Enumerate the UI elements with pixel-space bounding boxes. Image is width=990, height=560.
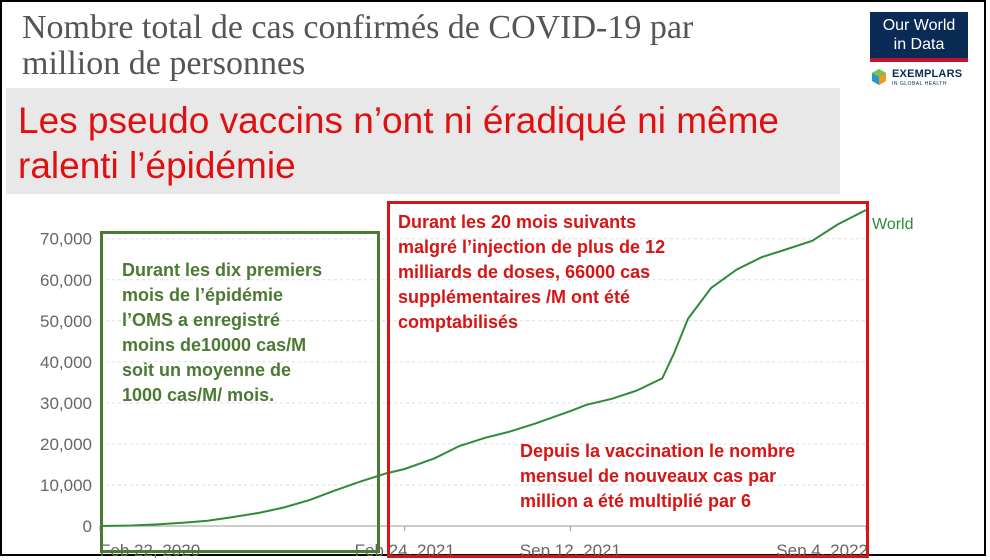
x-tick-label: Sep 12, 2021 xyxy=(520,541,621,558)
x-tick-label: Feb 22, 2020 xyxy=(100,541,200,558)
chart-title: Nombre total de cas confirmés de COVID-1… xyxy=(22,9,694,82)
y-tick-label: 30,000 xyxy=(40,394,92,413)
exemplars-subtitle: IN GLOBAL HEALTH xyxy=(892,81,947,87)
headline-text: Les pseudo vaccins n’ont ni éradiqué ni … xyxy=(18,100,780,186)
exemplars-name: EXEMPLARS xyxy=(892,68,963,80)
series-world-label: World xyxy=(872,216,914,233)
first-period-annotation: Durant les dix premiers mois de l’épidém… xyxy=(122,260,323,405)
logo-line-1: Our World xyxy=(882,17,956,34)
y-tick-label: 70,000 xyxy=(40,230,92,249)
y-tick-label: 60,000 xyxy=(40,271,92,290)
first-period-highlight-box xyxy=(100,231,380,553)
grid-layer xyxy=(100,238,866,486)
y-tick-label: 20,000 xyxy=(40,435,92,454)
y-tick-label: 50,000 xyxy=(40,312,92,331)
y-tick-labels: 0 10,000 20,000 30,000 40,000 50,000 60,000 70,… xyxy=(40,230,92,536)
exemplars-globe-icon xyxy=(872,69,886,85)
series-world-line xyxy=(99,209,867,527)
y-tick-label: 40,000 xyxy=(40,353,92,372)
headline-banner: Les pseudo vaccins n’ont ni éradiqué ni … xyxy=(6,88,840,194)
our-world-in-data-logo: Our World in Data xyxy=(870,12,968,62)
y-tick-label: 10,000 xyxy=(40,476,92,495)
x-tick-label: Sep 4, 2022 xyxy=(776,541,868,558)
logo-line-2: in Data xyxy=(893,36,945,53)
vaccination-period-annotation: Durant les 20 mois suivants malgré l’inj… xyxy=(398,212,666,332)
vaccination-period-highlight-box xyxy=(387,201,869,558)
y-tick-label: 0 xyxy=(83,517,92,536)
exemplars-logo: EXEMPLARS IN GLOBAL HEALTH xyxy=(870,66,980,88)
monthly-cases-annotation: Depuis la vaccination le nombre mensuel … xyxy=(520,441,796,511)
